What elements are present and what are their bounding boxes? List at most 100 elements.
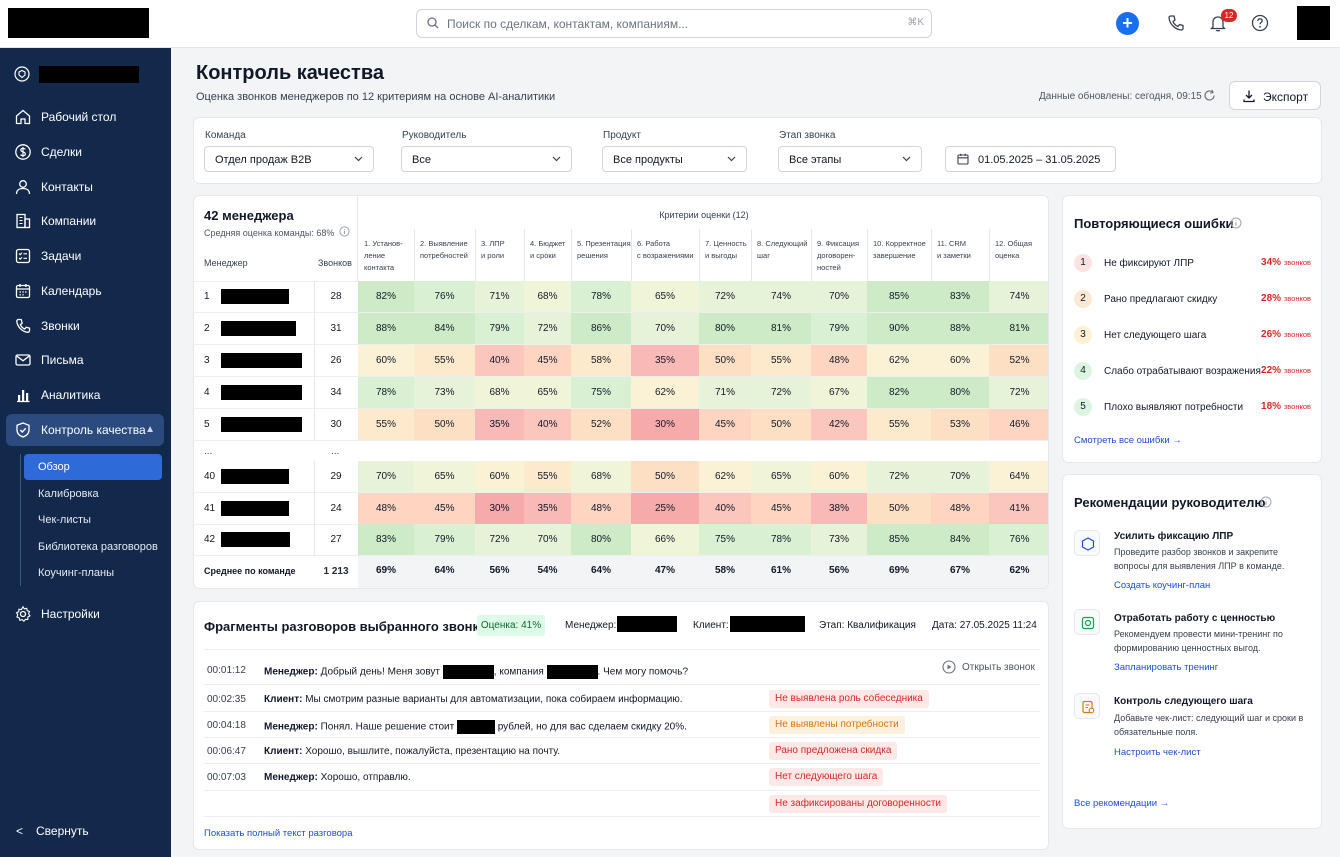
score-cell[interactable]: 71% (699, 377, 751, 408)
score-cell[interactable]: 30% (475, 493, 524, 524)
score-cell[interactable]: 53% (931, 409, 989, 440)
score-cell[interactable]: 72% (699, 281, 751, 312)
sidebar-item-quality-control[interactable]: Контроль качества ▲ (6, 414, 164, 446)
info-icon[interactable] (1260, 496, 1272, 508)
score-cell[interactable]: 68% (571, 461, 631, 492)
error-label[interactable]: Рано предлагают скидку (1104, 294, 1218, 305)
subnav-calibration[interactable]: Калибровка (24, 481, 162, 507)
score-cell[interactable]: 65% (414, 461, 475, 492)
manager-name-redacted[interactable] (221, 469, 289, 484)
score-cell[interactable]: 60% (358, 345, 414, 376)
score-cell[interactable]: 70% (931, 461, 989, 492)
score-cell[interactable]: 76% (989, 524, 1048, 555)
score-cell[interactable]: 40% (524, 409, 571, 440)
create-coaching-plan-link[interactable]: Создать коучинг-план (1114, 580, 1211, 591)
subnav-conversation-library[interactable]: Библиотека разговоров (24, 534, 162, 560)
manager-name-redacted[interactable] (221, 385, 302, 400)
info-icon[interactable] (1230, 217, 1242, 229)
error-label[interactable]: Нет следующего шага (1104, 330, 1207, 341)
sidebar-item-tasks[interactable]: Задачи (6, 240, 164, 272)
score-cell[interactable]: 88% (931, 313, 989, 344)
refresh-icon[interactable] (1203, 89, 1216, 102)
score-cell[interactable]: 55% (524, 461, 571, 492)
score-cell[interactable]: 84% (931, 524, 989, 555)
score-cell[interactable]: 55% (414, 345, 475, 376)
manager-name-redacted[interactable] (221, 353, 302, 368)
score-cell[interactable]: 72% (751, 377, 811, 408)
score-cell[interactable]: 85% (867, 524, 931, 555)
view-all-errors-link[interactable]: Смотреть все ошибки → (1074, 435, 1182, 446)
score-cell[interactable]: 62% (631, 377, 699, 408)
subnav-coaching-plans[interactable]: Коучинг-планы (24, 560, 162, 586)
score-cell[interactable]: 52% (571, 409, 631, 440)
sidebar-item-deals[interactable]: Сделки (6, 136, 164, 168)
sidebar-item-dashboard[interactable]: Рабочий стол (6, 101, 164, 133)
chevron-up-icon[interactable]: ▲ (145, 424, 155, 435)
score-cell[interactable]: 80% (931, 377, 989, 408)
error-label[interactable]: Не фиксируют ЛПР (1104, 258, 1194, 269)
configure-checklist-link[interactable]: Настроить чек-лист (1114, 747, 1201, 758)
score-cell[interactable]: 72% (524, 313, 571, 344)
score-cell[interactable]: 85% (867, 281, 931, 312)
score-cell[interactable]: 90% (867, 313, 931, 344)
sidebar-item-companies[interactable]: Компании (6, 205, 164, 237)
score-cell[interactable]: 64% (989, 461, 1048, 492)
score-cell[interactable]: 46% (989, 409, 1048, 440)
score-cell[interactable]: 65% (631, 281, 699, 312)
score-cell[interactable]: 84% (414, 313, 475, 344)
create-button[interactable]: + (1116, 12, 1139, 35)
score-cell[interactable]: 86% (571, 313, 631, 344)
info-icon[interactable] (339, 226, 350, 237)
score-cell[interactable]: 74% (989, 281, 1048, 312)
bell-icon[interactable] (1208, 13, 1228, 33)
score-cell[interactable]: 68% (475, 377, 524, 408)
score-cell[interactable]: 71% (475, 281, 524, 312)
score-cell[interactable]: 45% (751, 493, 811, 524)
score-cell[interactable]: 67% (811, 377, 867, 408)
show-full-transcript-link[interactable]: Показать полный текст разговора (204, 828, 353, 839)
score-cell[interactable]: 48% (358, 493, 414, 524)
manager-name-redacted[interactable] (221, 501, 289, 516)
score-cell[interactable]: 72% (867, 461, 931, 492)
score-cell[interactable]: 81% (751, 313, 811, 344)
help-icon[interactable] (1250, 13, 1270, 33)
manager-name-redacted[interactable] (221, 321, 296, 336)
score-cell[interactable]: 82% (358, 281, 414, 312)
score-cell[interactable]: 75% (699, 524, 751, 555)
manager-name-redacted[interactable] (221, 417, 302, 432)
score-cell[interactable]: 30% (631, 409, 699, 440)
score-cell[interactable]: 80% (699, 313, 751, 344)
subnav-overview[interactable]: Обзор (24, 454, 162, 480)
sidebar-item-settings[interactable]: Настройки (6, 598, 164, 630)
score-cell[interactable]: 66% (631, 524, 699, 555)
score-cell[interactable]: 73% (811, 524, 867, 555)
score-cell[interactable]: 62% (867, 345, 931, 376)
score-cell[interactable]: 72% (989, 377, 1048, 408)
score-cell[interactable]: 45% (699, 409, 751, 440)
score-cell[interactable]: 40% (699, 493, 751, 524)
filter-team-select[interactable]: Отдел продаж B2B (204, 146, 374, 172)
score-cell[interactable]: 72% (475, 524, 524, 555)
score-cell[interactable]: 52% (989, 345, 1048, 376)
score-cell[interactable]: 58% (571, 345, 631, 376)
score-cell[interactable]: 83% (931, 281, 989, 312)
score-cell[interactable]: 70% (811, 281, 867, 312)
score-cell[interactable]: 38% (811, 493, 867, 524)
score-cell[interactable]: 42% (811, 409, 867, 440)
filter-stage-select[interactable]: Все этапы (778, 146, 922, 172)
score-cell[interactable]: 70% (358, 461, 414, 492)
score-cell[interactable]: 80% (571, 524, 631, 555)
logo[interactable] (8, 8, 149, 38)
error-label[interactable]: Плохо выявляют потребности (1104, 402, 1244, 413)
score-cell[interactable]: 88% (358, 313, 414, 344)
sidebar-item-calendar[interactable]: Календарь (6, 275, 164, 307)
score-cell[interactable]: 68% (524, 281, 571, 312)
score-cell[interactable]: 60% (931, 345, 989, 376)
score-cell[interactable]: 55% (751, 345, 811, 376)
score-cell[interactable]: 60% (811, 461, 867, 492)
sidebar-item-contacts[interactable]: Контакты (6, 171, 164, 203)
score-cell[interactable]: 41% (989, 493, 1048, 524)
score-cell[interactable]: 55% (867, 409, 931, 440)
score-cell[interactable]: 76% (414, 281, 475, 312)
filter-product-select[interactable]: Все продукты (602, 146, 747, 172)
